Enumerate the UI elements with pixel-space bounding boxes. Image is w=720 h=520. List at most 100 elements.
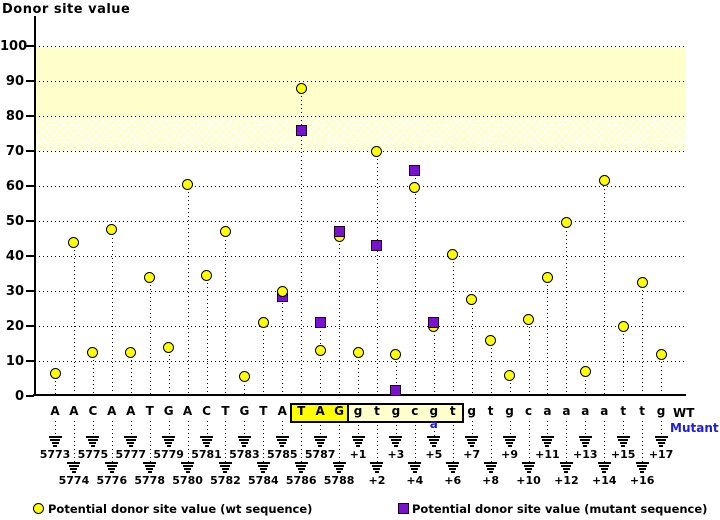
legend-mutant-label: Potential donor site value (mutant seque… [412,502,708,516]
stem-5785 [282,291,284,394]
ground-symbol-5773 [53,445,57,447]
wt-marker-+11 [541,271,553,283]
stem-+5 [433,322,435,394]
ground-symbol-+8 [487,468,495,470]
base-letter-5782: T [221,404,230,418]
base-letter-5776: A [107,404,117,418]
base-letter-+9: g [505,404,514,418]
gridline-10 [35,361,686,362]
y-tick-label-30: 30 [5,284,24,299]
position-label-+16: +16 [629,474,655,487]
base-letter-+14: a [600,404,609,418]
position-label-+10: +10 [516,474,541,487]
ground-symbol-+5 [430,442,438,444]
ground-symbol-+13 [578,436,592,438]
y-tick-label-40: 40 [5,249,24,264]
base-letter-+1: g [353,404,363,418]
base-letter-+12: a [562,404,571,418]
stem-5779 [168,347,170,394]
position-label-+3: +3 [387,448,405,461]
wt-marker-5779 [163,341,175,353]
ground-symbol-5773 [50,439,60,441]
base-letter-+7: g [467,404,476,418]
ground-symbol-5775 [90,445,95,447]
ground-symbol-5784 [258,465,269,467]
hatch-band [36,116,686,151]
base-letter-+2: t [374,404,380,418]
ground-symbol-5781 [200,436,214,438]
stem-5773 [55,373,56,394]
y-tick-label-60: 60 [5,179,24,194]
y-tick-70 [26,150,34,152]
leader-line-+17 [661,421,663,436]
leader-line-+16 [642,421,644,462]
position-label-5783: 5783 [229,448,260,461]
ground-symbol-5778 [144,465,155,467]
wt-marker-+9 [504,369,516,381]
ground-symbol-+10 [522,462,535,464]
base-letter-+16: t [639,404,645,418]
wt-marker-5776 [106,224,118,236]
ground-symbol-+2 [371,465,382,467]
position-label-5788: 5788 [323,474,355,487]
ground-symbol-+11 [540,436,554,438]
y-tick-0 [26,395,34,397]
wt-row-label: WT [673,406,695,420]
y-tick-label-50: 50 [5,214,24,229]
ground-symbol-5784 [259,468,267,470]
stem-5783 [244,376,246,394]
base-letter-+10: c [524,404,533,418]
ground-symbol-5777 [125,439,136,441]
stem-+6 [452,254,454,394]
ground-symbol-+3 [389,436,403,438]
ground-symbol-5785 [280,445,285,447]
wt-marker-+12 [560,217,572,229]
position-label-5774: 5774 [58,474,90,487]
ground-symbol-5782 [218,462,232,464]
ground-symbol-5780 [185,471,190,473]
leader-line-+7 [471,421,473,436]
mutant-row-label: Mutant [670,421,719,435]
ground-symbol-5779 [165,442,173,444]
ground-symbol-+2 [373,468,381,470]
base-letter-5787: A [315,404,325,418]
ground-symbol-5788 [332,462,346,464]
y-tick-label-100: 100 [0,39,28,54]
ground-symbol-5778 [147,471,152,473]
position-label-5781: 5781 [191,448,222,461]
ground-symbol-+11 [543,442,551,444]
ground-symbol-5780 [181,462,195,464]
ground-symbol-+3 [392,442,400,444]
ground-symbol-+12 [564,471,569,473]
base-letter-5775: C [88,404,98,418]
gridline-70 [35,151,686,152]
ground-symbol-5782 [221,468,229,470]
wt-marker-5784 [257,317,269,328]
leader-line-+2 [376,421,378,462]
y-tick-label-10: 10 [5,354,24,369]
ground-symbol-5776 [105,462,119,464]
ground-symbol-+15 [619,442,627,444]
position-label-+4: +4 [406,474,424,487]
ground-symbol-+1 [354,442,362,444]
ground-symbol-+10 [523,465,534,467]
base-letter-5784: T [259,404,268,418]
y-tick-60 [26,185,34,187]
base-letter-+17: g [656,404,666,418]
ground-symbol-+10 [525,468,532,470]
leader-line-+9 [509,421,511,436]
y-tick-10 [26,360,34,362]
base-letter-5777: A [126,404,136,418]
wt-marker-5785 [276,285,288,297]
ground-symbol-5788 [337,471,342,473]
wt-marker-5774 [68,236,80,248]
leader-line-5784 [263,421,265,462]
legend-wt-label: Potential donor site value (wt sequence) [48,502,313,516]
base-letter-+13: a [581,404,590,418]
stem-+11 [547,277,549,394]
base-letter-5773: A [50,404,60,418]
leader-line-+4 [414,421,416,462]
ground-symbol-+12 [562,468,570,470]
wt-marker-+14 [598,175,610,187]
